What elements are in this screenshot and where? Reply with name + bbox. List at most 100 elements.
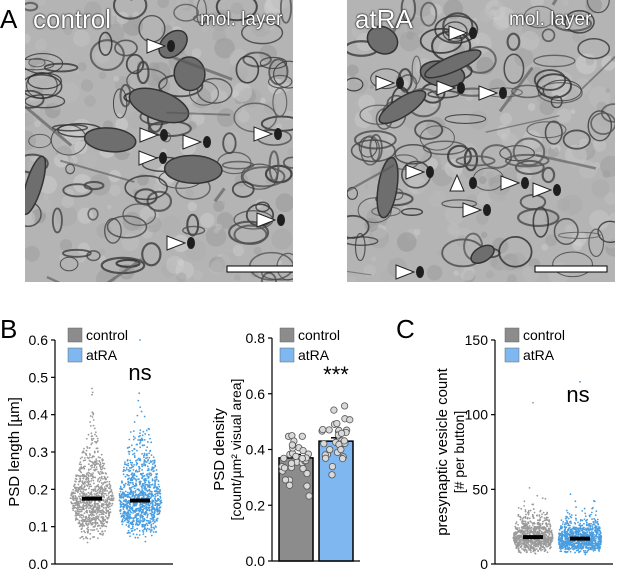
- legend-swatch-atra: [279, 347, 295, 363]
- data-point: [564, 548, 567, 551]
- em-texture: [351, 26, 363, 38]
- data-point: [128, 438, 131, 441]
- data-point: [551, 533, 553, 535]
- data-point: [533, 511, 536, 514]
- data-point: [148, 481, 151, 484]
- data-point: [569, 493, 572, 496]
- data-point: [91, 393, 93, 396]
- data-point: [92, 413, 95, 416]
- data-point: [155, 469, 158, 471]
- data-point: [95, 458, 98, 461]
- data-point: [98, 492, 101, 494]
- data-point: [81, 518, 84, 521]
- significance-label: ns: [566, 382, 589, 407]
- data-point: [544, 548, 547, 551]
- data-point: [94, 518, 97, 521]
- data-point: [132, 504, 135, 507]
- data-point: [577, 542, 580, 545]
- data-point: [140, 485, 143, 488]
- data-point: [108, 514, 111, 517]
- em-texture: [347, 64, 359, 77]
- em-texture: [59, 239, 73, 252]
- data-point: [80, 530, 83, 533]
- data-point: [131, 529, 134, 532]
- data-point: [592, 521, 595, 524]
- data-point: [82, 503, 85, 506]
- em-membrane: [62, 183, 93, 198]
- data-point: [84, 518, 87, 521]
- data-point: [74, 490, 77, 492]
- data-point: [140, 437, 143, 440]
- data-point: [143, 502, 146, 505]
- data-point: [108, 501, 111, 504]
- em-texture: [25, 245, 40, 262]
- em-texture: [519, 30, 540, 51]
- triangle-arrowhead-icon: [532, 182, 553, 198]
- data-point: [143, 525, 146, 528]
- em-mitochondrion: [83, 127, 137, 153]
- em-membrane: [442, 12, 474, 40]
- data-point: [587, 527, 590, 530]
- data-point: [584, 549, 587, 552]
- data-point: [130, 444, 133, 447]
- data-point: [101, 462, 104, 465]
- data-point: [124, 495, 127, 498]
- data-point: [579, 380, 581, 383]
- data-point: [136, 488, 139, 491]
- em-texture: [207, 120, 225, 138]
- em-membrane: [564, 9, 595, 34]
- data-point: [74, 494, 77, 497]
- data-point: [341, 402, 349, 410]
- data-point: [538, 548, 541, 551]
- data-point: [593, 540, 596, 543]
- data-point: [139, 446, 142, 449]
- data-point: [575, 506, 577, 508]
- data-point: [102, 478, 104, 480]
- data-point: [549, 524, 552, 527]
- data-point: [139, 503, 142, 506]
- data-point: [87, 468, 90, 471]
- data-point: [87, 523, 90, 525]
- data-point: [587, 524, 590, 527]
- data-point: [82, 490, 85, 493]
- data-point: [80, 467, 83, 470]
- data-point: [517, 506, 520, 509]
- em-texture: [444, 204, 465, 225]
- data-point: [524, 515, 527, 518]
- data-point: [90, 432, 93, 435]
- data-point: [91, 521, 94, 524]
- data-point: [599, 543, 601, 545]
- data-point: [142, 430, 145, 433]
- em-texture: [364, 217, 379, 232]
- em-membrane: [173, 3, 199, 22]
- y-axis-label: PSD density: [211, 408, 228, 491]
- data-point: [516, 542, 519, 545]
- data-point: [73, 502, 76, 505]
- data-point: [135, 479, 138, 482]
- chart-vesicle-count: 0 50 100 150 presynaptic vesicle count [# per…: [405, 320, 617, 571]
- scale-bar: [534, 265, 608, 273]
- em-membrane: [241, 166, 286, 188]
- em-micrograph-control: [25, 0, 293, 282]
- data-point: [133, 452, 136, 455]
- data-point: [130, 490, 133, 492]
- data-point: [546, 525, 549, 528]
- data-point: [90, 510, 93, 513]
- em-psd: [469, 27, 477, 39]
- data-point: [541, 548, 544, 551]
- data-point: [515, 522, 517, 525]
- data-point: [97, 470, 100, 473]
- data-point: [89, 538, 92, 540]
- data-point: [142, 504, 145, 507]
- data-point: [533, 532, 536, 535]
- data-point: [122, 497, 125, 499]
- data-point: [123, 500, 126, 502]
- data-point: [532, 401, 534, 404]
- data-point: [570, 529, 573, 532]
- data-point: [105, 508, 108, 511]
- data-point: [561, 533, 563, 536]
- data-point: [566, 536, 569, 538]
- data-point: [565, 509, 568, 512]
- data-point: [528, 548, 531, 551]
